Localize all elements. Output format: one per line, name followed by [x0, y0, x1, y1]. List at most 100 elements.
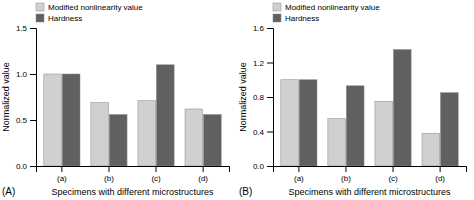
y-tick-mark	[30, 166, 36, 167]
bar	[185, 109, 203, 166]
x-tick-mark	[393, 166, 394, 172]
bar	[203, 114, 221, 166]
y-axis-title: Normalized value	[238, 62, 248, 132]
y-tick: 0.8	[253, 93, 273, 102]
x-axis-line	[274, 167, 467, 173]
plot-area: 0.0 0.5 1.0 1.5 (a) (b) (c) (d)	[16, 24, 230, 183]
bar	[346, 86, 364, 166]
x-tick-mark	[156, 166, 157, 172]
x-axis-line	[37, 167, 230, 173]
y-tick-label: 1.6	[253, 24, 265, 33]
x-tick-mark	[440, 166, 441, 172]
y-tick-mark	[267, 63, 273, 64]
x-tick-mark	[203, 166, 204, 172]
x-tick: (c)	[388, 166, 398, 183]
panel: 0.0 0.4 0.8 1.2 1.6 (a) (b) (c) (d) Specimens wit…	[238, 3, 467, 197]
y-tick: 1.6	[253, 24, 273, 33]
bar	[91, 103, 109, 166]
x-tick-mark	[298, 166, 299, 172]
legend: Modified nonlinearity value Hardness	[273, 3, 380, 23]
plot-area: 0.0 0.4 0.8 1.2 1.6 (a) (b) (c) (d)	[253, 24, 467, 183]
legend-label: Hardness	[48, 14, 82, 23]
x-tick: (b)	[341, 166, 351, 183]
y-tick-label: 0.0	[253, 162, 265, 171]
panel-label: (B)	[239, 186, 252, 197]
legend-label: Modified nonlinearity value	[285, 3, 380, 12]
x-tick: (d)	[435, 166, 445, 183]
legend-entry: Hardness	[273, 14, 319, 23]
y-tick-label: 0.4	[253, 128, 265, 137]
y-tick-label: 0.5	[16, 116, 28, 125]
x-tick: (d)	[198, 166, 208, 183]
bar	[375, 101, 393, 166]
bar	[62, 74, 80, 166]
x-tick-label: (a)	[294, 174, 304, 183]
y-tick: 0.0	[16, 162, 36, 171]
bar	[281, 80, 299, 166]
y-axis-line	[30, 29, 37, 167]
x-tick-label: (c)	[151, 174, 161, 183]
x-tick-label: (c)	[388, 174, 398, 183]
y-tick-mark	[267, 97, 273, 98]
x-tick-label: (b)	[341, 174, 351, 183]
y-tick-mark	[267, 132, 273, 133]
x-tick-label: (d)	[198, 174, 208, 183]
bar	[328, 119, 346, 166]
legend-swatch	[273, 3, 281, 11]
bar	[299, 80, 317, 166]
panel: 0.0 0.5 1.0 1.5 (a) (b) (c) (d) Specimens with d…	[1, 3, 230, 197]
legend-entry: Modified nonlinearity value	[36, 3, 143, 12]
panel-label: (A)	[2, 186, 15, 197]
bar	[393, 50, 411, 166]
x-tick: (c)	[151, 166, 161, 183]
bars	[281, 50, 458, 166]
x-tick: (a)	[294, 166, 304, 183]
legend-label: Hardness	[285, 14, 319, 23]
y-axis-title: Normalized value	[1, 62, 11, 132]
y-tick-label: 1.2	[253, 59, 265, 68]
bar	[138, 101, 156, 166]
bar-series	[299, 50, 458, 166]
x-axis: (a) (b) (c) (d)	[274, 166, 467, 183]
x-tick-mark	[61, 166, 62, 172]
legend-entry: Modified nonlinearity value	[273, 3, 380, 12]
bar-series	[281, 80, 440, 166]
legend-swatch	[36, 14, 44, 22]
y-tick: 0.0	[253, 162, 273, 171]
x-tick-label: (a)	[57, 174, 67, 183]
y-tick: 0.4	[253, 128, 273, 137]
x-axis-title: Specimens with different microstructures	[289, 187, 451, 197]
bar	[440, 93, 458, 166]
y-tick: 1.2	[253, 59, 273, 68]
y-tick-mark	[30, 28, 36, 29]
y-tick-mark	[267, 28, 273, 29]
y-axis: 0.0 0.4 0.8 1.2 1.6	[253, 24, 274, 171]
x-tick-mark	[345, 166, 346, 172]
y-tick: 0.5	[16, 116, 36, 125]
y-axis-line	[267, 29, 274, 167]
y-tick-label: 0.8	[253, 93, 265, 102]
bar	[44, 74, 62, 166]
x-tick-label: (d)	[435, 174, 445, 183]
y-tick-label: 1.0	[16, 70, 28, 79]
y-tick-mark	[267, 166, 273, 167]
figure: 0.0 0.5 1.0 1.5 (a) (b) (c) (d) Specimens with d…	[0, 0, 474, 200]
y-tick-mark	[30, 120, 36, 121]
x-tick: (b)	[104, 166, 114, 183]
y-tick-label: 0.0	[16, 162, 28, 171]
x-axis: (a) (b) (c) (d)	[37, 166, 230, 183]
x-axis-title: Specimens with different microstructures	[52, 187, 214, 197]
bar-series	[62, 65, 221, 166]
legend: Modified nonlinearity value Hardness	[36, 3, 143, 23]
legend-entry: Hardness	[36, 14, 82, 23]
legend-swatch	[273, 14, 281, 22]
x-tick-label: (b)	[104, 174, 114, 183]
y-tick-mark	[30, 74, 36, 75]
bar	[109, 114, 127, 166]
bar-series	[44, 74, 203, 166]
bars	[44, 65, 221, 166]
y-axis: 0.0 0.5 1.0 1.5	[16, 24, 37, 171]
y-tick: 1.5	[16, 24, 36, 33]
y-tick: 1.0	[16, 70, 36, 79]
x-tick: (a)	[57, 166, 67, 183]
